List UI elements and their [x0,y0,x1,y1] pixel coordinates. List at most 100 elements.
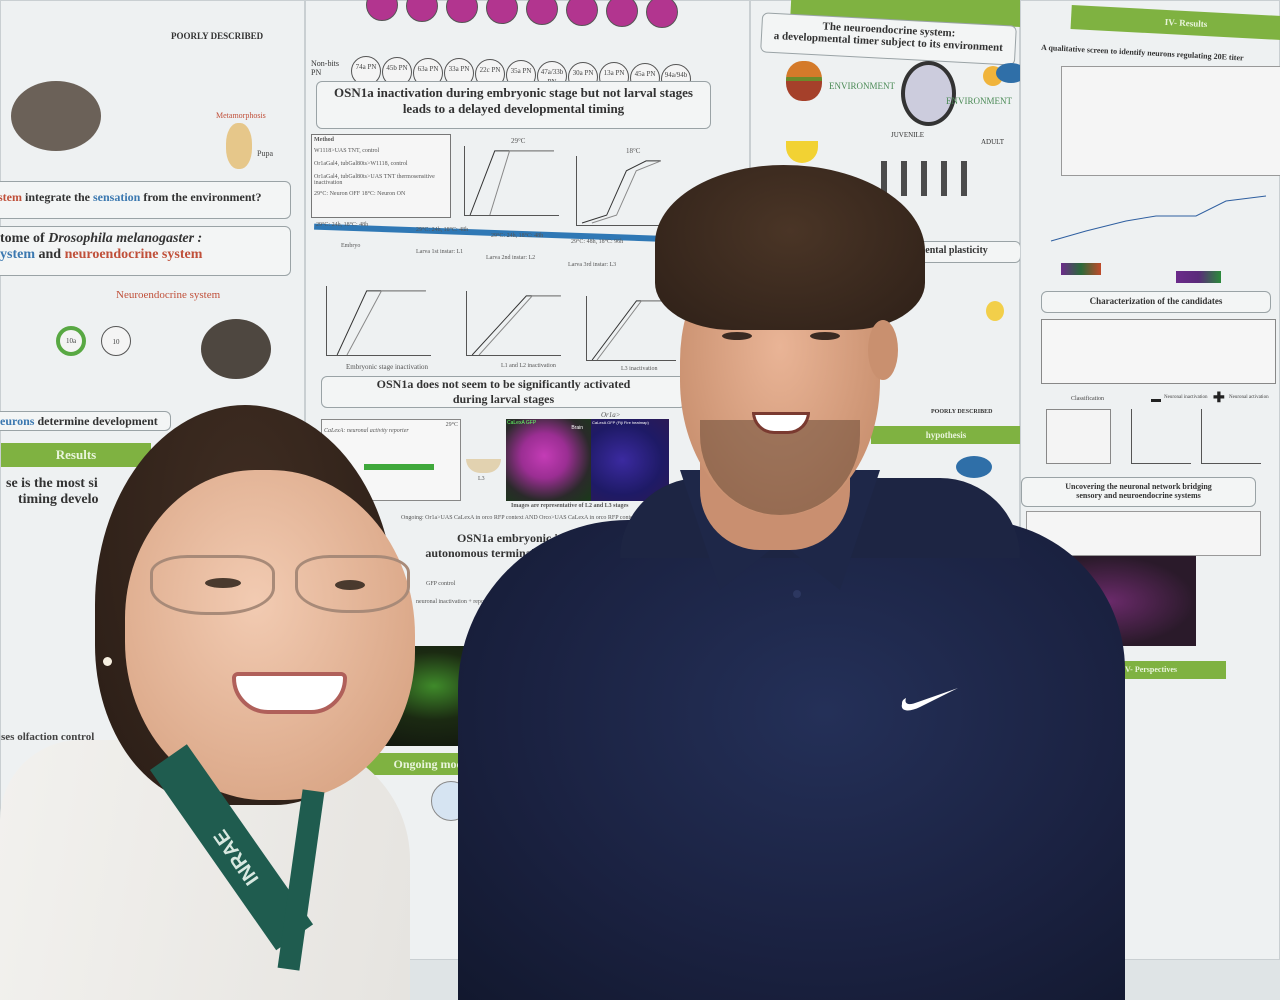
title1-line1: OSN1a inactivation during embryonic stag… [334,85,693,100]
node-10: 10 [101,326,131,356]
timeline-label: 29°C: 48h, 18°C: 96h [571,239,624,245]
rain-cloud-icon [956,456,992,478]
method-legend: Method W1118>UAS TNT, control Or1aGal4, … [311,134,451,218]
non-bits-label: Non-bits PN [311,59,339,77]
reporter-temp: 29°C [445,422,458,428]
connectome-title-2b: and [35,247,65,262]
pupa-label: Pupa [257,149,273,158]
screen-figure [1061,66,1280,176]
juvenile-label: JUVENILE [891,131,925,139]
characterization-title-box: Characterization of the candidates [1041,291,1271,313]
connectome-title-2c: neuroendocrine system [64,247,203,262]
characterization-title: Characterization of the candidates [1089,296,1223,306]
perspectives-label: V- Perspectives [1124,665,1178,674]
question-part2: integrate the [22,190,93,204]
pn-circle-top [566,0,598,26]
image-header: Or1a> [601,411,621,419]
nike-swoosh-logo [900,682,960,712]
connectome-title-box: tome of Drosophila melanogaster : ystem … [0,226,291,276]
heatmap-strip [1176,271,1221,283]
classification-label: Classification [1071,396,1104,402]
woman-earring [103,657,112,666]
neuronal-activation-label: Neuronal activation [1229,395,1269,400]
environment-label-left: ENVIRONMENT [829,81,895,91]
inactivation-label: neuronal inactivation + reporter [416,599,493,605]
life-cycle-illustration [11,81,101,151]
man-eye-right [810,332,840,340]
hypothesis-label: hypothesis [925,430,967,440]
plot-title-18: 18°C [626,147,641,155]
pn-circle-top [366,0,398,21]
results-header: Results [1,443,151,467]
neurons-determine-box: eurons determine development [0,411,171,431]
screen-rank-plot [1046,191,1276,251]
pupa-illustration [226,123,252,169]
pn-circle-top [446,0,478,23]
classification-table [1046,409,1111,464]
neurons-rest: determine development [34,414,158,428]
plot-l3 [586,296,676,361]
connectome-title-italic: Drosophila melanogaster : [48,231,203,246]
image-right-label: CaLexA GFP (Fiji Fire heatmap) [592,420,649,425]
poorly-described-right: POORLY DESCRIBED [931,409,993,415]
question-part1: stem [0,190,22,204]
adult-label: ADULT [981,138,1005,146]
timeline-label: 29°C: 24h, 18°C: 48h [416,227,469,233]
chick-icon [986,301,1004,321]
result-statement: se is the most si timing develo [6,476,99,508]
woman-eye-left [205,578,241,588]
man-shirt [458,520,1125,1000]
man-eye-left [722,332,752,340]
stage-label: Larva 3rd instar: L3 [568,262,617,268]
microscopy-image-calexa: CaLexA GFP Brain [506,419,591,501]
microscopy-image-heatmap: CaLexA GFP (Fiji Fire heatmap) [591,419,669,501]
plot-29c [464,146,559,216]
woman-eye-right [335,580,365,590]
glasses-lens-left [150,555,275,615]
pn-circle-top [526,0,558,25]
cloud-rain-icon [996,63,1026,83]
plus-icon: ✚ [1213,389,1225,405]
banana-icon [786,141,818,163]
network-title-box: Uncovering the neuronal network bridging… [1021,477,1256,507]
larva-illustration [466,459,501,473]
gfp-bar [364,464,434,470]
title1-line2: leads to a delayed developmental timing [402,101,625,116]
man-hair [655,165,925,330]
environment-label-right: ENVIRONMENT [946,96,1012,106]
legend-item: W1118>UAS TNT, control [314,148,380,154]
plot-caption: L1 and L2 inactivation [501,363,556,369]
neurons-colored: eurons [0,414,35,428]
result-line-2: timing develo [18,492,99,507]
legend-item: Or1aGal4, tubGal80ts>UAS TNT thermosensi… [314,174,435,186]
scatter-plot-1 [1131,409,1191,464]
scatter-plot-2 [1201,409,1261,464]
shirt-button [793,590,801,598]
pn-circle-top [486,0,518,24]
plasticity-label: developmental plasticity [884,245,988,256]
title-osn1a-activation: OSN1a does not seem to be significantly … [321,376,686,408]
reporter-label: CaLexA: neuronal activity reporter [324,428,409,434]
burger-icon [786,61,822,101]
title2-line1: OSN1a does not seem to be significantly … [376,377,631,391]
image-brain-label: Brain [571,425,583,431]
result-line-1: se is the most si [6,476,98,491]
question-part4: from the environment? [140,190,262,204]
heatmap-strip [1061,263,1101,275]
timeline-label: 29°C: 24h, 18°C: 48h [316,222,369,228]
woman-glasses [150,555,415,620]
stage-label: Larva 2nd instar: L2 [486,255,536,261]
neuroendocrine-label: Neuroendocrine system [116,289,221,301]
legend-item: Or1aGal4, tubGal80ts>W1118, control [314,161,408,167]
legend-item: 29°C: Neuron OFF 18°C: Neuron ON [314,191,406,197]
pn-circle-top [406,0,438,22]
question-box: stem integrate the sensation from the en… [0,181,291,219]
image-caption: Images are representative of L2 and L3 s… [511,503,629,509]
larva-label: L3 [478,476,485,482]
ongoing-note: Ongoing: Or1a>UAS CaLexA in orco RFP con… [401,515,638,521]
poorly-described-label: POORLY DESCRIBED [171,31,264,41]
stage-label: Larva 1st instar: L1 [416,249,464,255]
pn-circle-top [646,0,678,28]
plot-embryonic [326,286,431,356]
plot-l1-l2 [466,291,561,356]
